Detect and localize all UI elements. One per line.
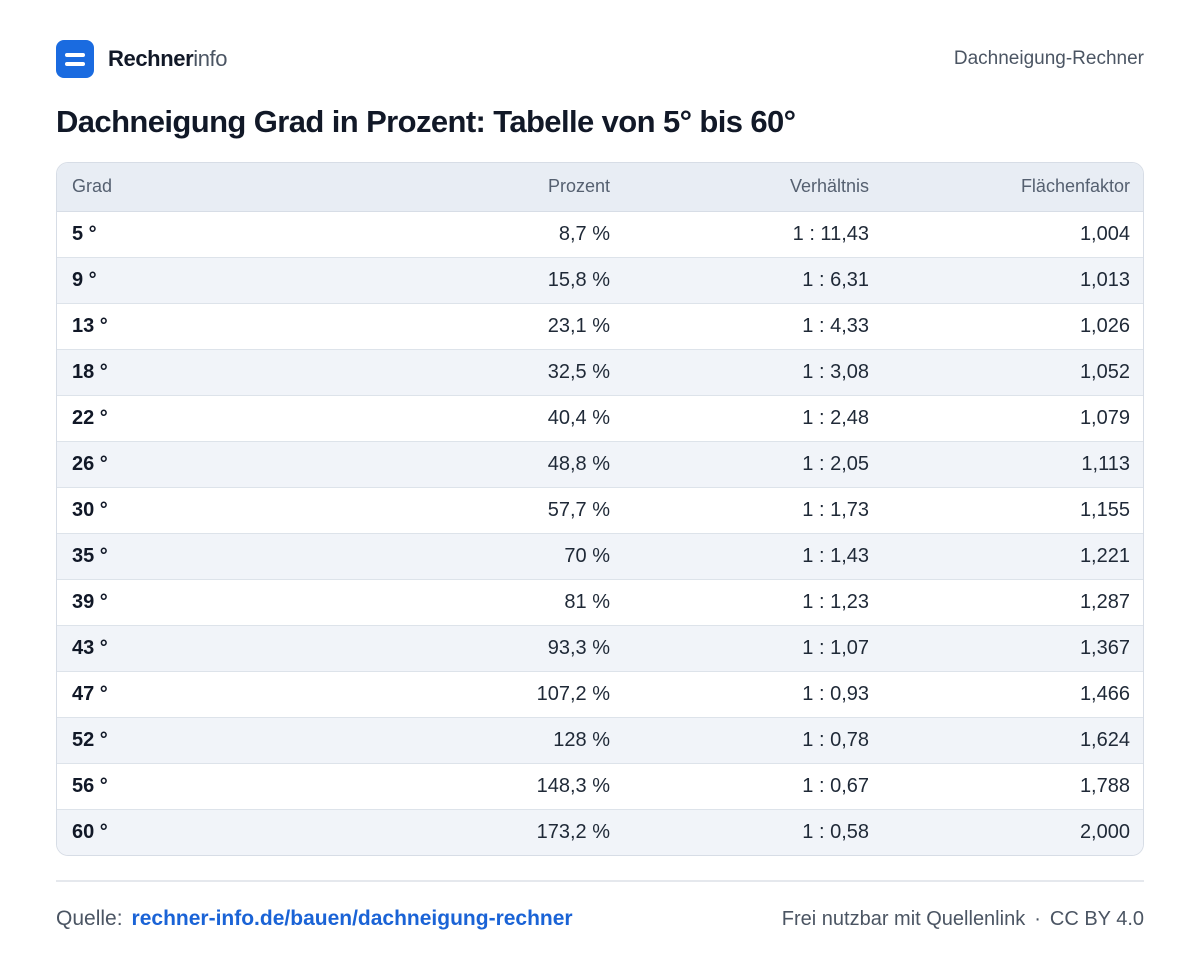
cell-grad: 26 °	[57, 440, 367, 487]
cell-verhaeltnis: 1 : 1,23	[625, 578, 884, 625]
table-row: 30 ° 57,7 % 1 : 1,73 1,155	[57, 486, 1143, 533]
cell-grad: 52 °	[57, 716, 367, 763]
cell-prozent: 70 %	[367, 532, 625, 579]
cell-prozent: 8,7 %	[558, 222, 610, 245]
footer-divider	[56, 880, 1144, 882]
cell-flaechenfaktor: 1,624	[884, 716, 1143, 763]
cell-verhaeltnis: 1 : 2,48	[625, 394, 884, 441]
cell-flaechenfaktor: 1,287	[884, 578, 1143, 625]
license-text: Frei nutzbar mit Quellenlink	[781, 907, 1026, 930]
cell-grad: 18 °	[57, 348, 367, 395]
table-row: 13 ° 23,1 % 1 : 4,33 1,026	[57, 302, 1143, 349]
cell-flaechenfaktor: 1,367	[884, 624, 1143, 671]
column-header-verhaeltnis: Verhältnis	[625, 163, 884, 212]
source-label: Quelle:	[56, 907, 123, 930]
table-row: 18 ° 32,5 % 1 : 3,08 1,052	[57, 348, 1143, 395]
cell-grad: 43 °	[57, 624, 367, 671]
cell-grad: 47 °	[57, 670, 367, 717]
column-header-grad: Grad	[57, 163, 367, 212]
cell-grad: 35 °	[57, 532, 367, 579]
table-header-row: Grad Prozent Verhältnis Flächenfaktor	[57, 163, 1143, 212]
cell-flaechenfaktor: 1,221	[884, 532, 1143, 579]
cell-prozent: 173,2 %	[367, 808, 625, 855]
roof-pitch-table: Grad Prozent Verhältnis Flächenfaktor 5 …	[57, 163, 1143, 855]
cell-grad: 56 °	[57, 762, 367, 809]
cell-prozent: 148,3 %	[367, 762, 625, 809]
table-body: 5 ° 8,7 % 1 : 11,43 1,004 9 ° 15,8 % 1 : 6,31 1…	[57, 211, 1143, 855]
source-credit: Quelle: rechner-info.de/bauen/dachneigun…	[56, 907, 573, 931]
cell-flaechenfaktor: 1,026	[884, 302, 1143, 349]
brand-name: Rechnerinfo	[108, 46, 228, 72]
cell-flaechenfaktor: 1,004	[1079, 222, 1130, 245]
table-row: 39 ° 81 % 1 : 1,23 1,287	[57, 578, 1143, 625]
cell-verhaeltnis: 1 : 0,93	[625, 670, 884, 717]
cell-grad: 22 °	[57, 394, 367, 441]
cell-prozent: 57,7 %	[367, 486, 625, 533]
table-row: 26 ° 48,8 % 1 : 2,05 1,113	[57, 440, 1143, 487]
table-row: 47 ° 107,2 % 1 : 0,93 1,466	[57, 670, 1143, 717]
cell-verhaeltnis: 1 : 0,78	[625, 716, 884, 763]
cell-prozent: 107,2 %	[367, 670, 625, 717]
source-link[interactable]: rechner-info.de/bauen/dachneigung-rechne…	[131, 907, 573, 930]
table-row: 43 ° 93,3 % 1 : 1,07 1,367	[57, 624, 1143, 671]
cell-verhaeltnis: 1 : 1,07	[625, 624, 884, 671]
cell-flaechenfaktor: 1,113	[884, 440, 1143, 487]
brand-name-bold: Rechner	[108, 46, 194, 71]
cell-verhaeltnis: 1 : 6,31	[625, 256, 884, 303]
cell-flaechenfaktor: 1,079	[884, 394, 1143, 441]
cell-verhaeltnis: 1 : 0,58	[625, 808, 884, 855]
table-row: 56 ° 148,3 % 1 : 0,67 1,788	[57, 762, 1143, 809]
cell-grad: 5 °	[72, 222, 97, 245]
column-header-flaechenfaktor: Flächenfaktor	[884, 163, 1143, 212]
cell-flaechenfaktor: 1,052	[884, 348, 1143, 395]
logo-icon	[56, 40, 94, 78]
brand-name-light: info	[193, 46, 228, 71]
license-name: CC BY 4.0	[1049, 907, 1144, 930]
cell-flaechenfaktor: 1,788	[884, 762, 1143, 809]
cell-flaechenfaktor: 1,155	[884, 486, 1143, 533]
table-row: 60 ° 173,2 % 1 : 0,58 2,000	[57, 808, 1143, 855]
brand[interactable]: Rechnerinfo	[56, 40, 228, 78]
footer: Quelle: rechner-info.de/bauen/dachneigun…	[56, 904, 1144, 934]
license-separator: ·	[1034, 907, 1041, 930]
table-row: 5 ° 8,7 % 1 : 11,43 1,004	[57, 211, 1143, 257]
table-row: 9 ° 15,8 % 1 : 6,31 1,013	[57, 256, 1143, 303]
page-title: Dachneigung Grad in Prozent: Tabelle von…	[56, 104, 796, 139]
cell-verhaeltnis: 1 : 0,67	[625, 762, 884, 809]
header: Rechnerinfo Dachneigung-Rechner	[56, 40, 1144, 78]
cell-verhaeltnis: 1 : 2,05	[625, 440, 884, 487]
cell-prozent: 15,8 %	[367, 256, 625, 303]
cell-grad: 13 °	[57, 302, 367, 349]
cell-grad: 60 °	[57, 808, 367, 855]
cell-prozent: 40,4 %	[367, 394, 625, 441]
cell-grad: 9 °	[57, 256, 367, 303]
header-calculator-label: Dachneigung-Rechner	[953, 48, 1144, 69]
table-row: 22 ° 40,4 % 1 : 2,48 1,079	[57, 394, 1143, 441]
cell-prozent: 48,8 %	[367, 440, 625, 487]
cell-flaechenfaktor: 2,000	[884, 808, 1143, 855]
license-info: Frei nutzbar mit Quellenlink · CC BY 4.0	[782, 908, 1144, 931]
cell-verhaeltnis: 1 : 1,43	[625, 532, 884, 579]
column-header-prozent: Prozent	[367, 163, 625, 212]
table-row: 52 ° 128 % 1 : 0,78 1,624	[57, 716, 1143, 763]
cell-grad: 39 °	[57, 578, 367, 625]
data-table-container: Grad Prozent Verhältnis Flächenfaktor 5 …	[56, 162, 1144, 856]
cell-verhaeltnis: 1 : 3,08	[625, 348, 884, 395]
cell-grad: 30 °	[57, 486, 367, 533]
cell-verhaeltnis: 1 : 11,43	[792, 222, 869, 245]
table-row: 35 ° 70 % 1 : 1,43 1,221	[57, 532, 1143, 579]
cell-flaechenfaktor: 1,013	[884, 256, 1143, 303]
cell-prozent: 93,3 %	[367, 624, 625, 671]
cell-prozent: 32,5 %	[367, 348, 625, 395]
cell-flaechenfaktor: 1,466	[884, 670, 1143, 717]
cell-prozent: 128 %	[367, 716, 625, 763]
cell-verhaeltnis: 1 : 4,33	[625, 302, 884, 349]
cell-verhaeltnis: 1 : 1,73	[625, 486, 884, 533]
cell-prozent: 23,1 %	[367, 302, 625, 349]
cell-prozent: 81 %	[367, 578, 625, 625]
